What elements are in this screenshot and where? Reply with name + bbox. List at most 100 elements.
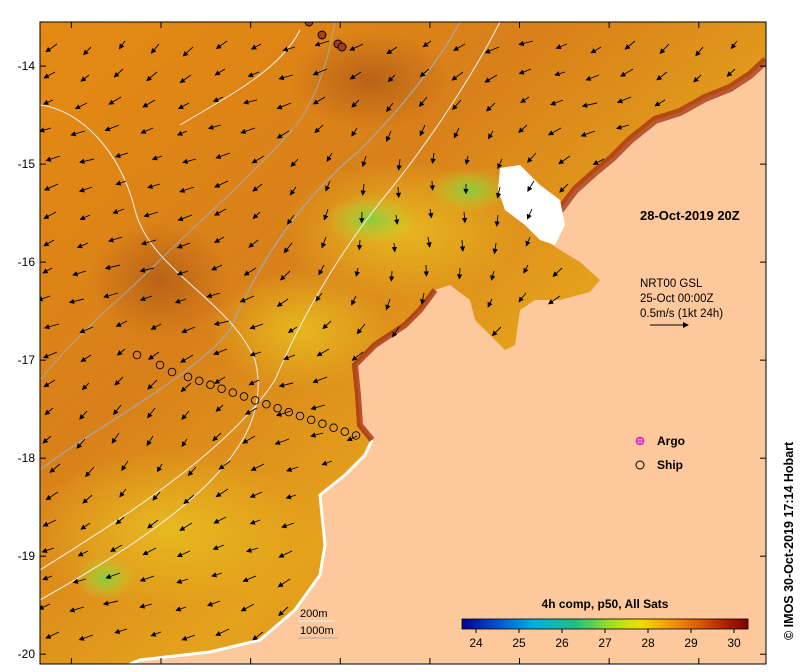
current-arrow	[286, 466, 299, 472]
current-arrow	[396, 158, 402, 171]
current-arrow	[140, 239, 157, 246]
current-arrow	[393, 214, 400, 225]
current-arrow	[459, 239, 466, 252]
credit-label: © IMOS 30-Oct-2019 17:14 Hobart	[782, 441, 796, 640]
current-arrow	[244, 407, 258, 415]
current-arrow	[547, 127, 562, 136]
current-arrow	[113, 404, 122, 416]
missing-data-patch	[498, 165, 565, 245]
current-arrow	[78, 186, 93, 193]
current-arrow	[693, 74, 702, 83]
ship-observation	[284, 407, 294, 417]
current-arrow	[139, 267, 155, 273]
current-arrow	[453, 43, 466, 51]
current-arrow	[554, 71, 566, 77]
current-arrow	[351, 127, 358, 137]
colorbar-tick-label: 25	[512, 636, 526, 650]
current-arrow	[361, 155, 367, 168]
current-arrow	[349, 71, 362, 80]
current-arrow	[177, 102, 190, 110]
current-arrow	[80, 74, 90, 82]
current-arrow	[418, 96, 428, 108]
current-arrow	[287, 326, 298, 333]
current-arrow	[250, 43, 262, 50]
current-arrow	[214, 180, 229, 188]
current-arrow	[242, 435, 256, 444]
current-arrow	[385, 130, 392, 142]
current-arrow	[356, 239, 363, 251]
current-arrow	[116, 348, 126, 356]
current-arrow	[42, 351, 58, 359]
current-arrow	[176, 242, 191, 249]
current-arrow	[428, 208, 434, 219]
current-arrow	[150, 631, 162, 637]
current-arrow	[79, 410, 88, 420]
current-arrow	[114, 376, 124, 386]
warm-core-eddy	[290, 30, 450, 130]
current-arrow	[139, 295, 153, 302]
current-arrow	[492, 242, 498, 255]
ship-observation	[206, 380, 215, 390]
current-arrow	[215, 404, 224, 412]
current-arrow	[278, 550, 293, 558]
current-arrow	[118, 40, 126, 50]
y-tick-label: -14	[18, 59, 36, 73]
current-arrow	[325, 180, 331, 192]
current-arrow	[177, 214, 193, 222]
current-arrow	[620, 68, 634, 77]
y-axis: -14 -15 -16 -17 -18 -19 -20	[18, 59, 766, 661]
isobath-1000m	[179, 29, 301, 126]
current-arrow	[81, 382, 90, 391]
ship-observation	[318, 419, 327, 429]
x-tick-label: 123	[420, 670, 440, 672]
current-arrow	[214, 68, 226, 76]
colorbar: 4h comp, p50, All Sats 24 25 26 27 28 29 30	[461, 597, 749, 650]
current-arrow	[615, 124, 630, 130]
current-arrow	[316, 348, 330, 357]
current-arrow	[104, 264, 121, 271]
cool-water-patch	[75, 556, 135, 600]
current-arrow	[211, 572, 223, 578]
current-arrow	[547, 295, 561, 305]
coastline	[129, 439, 374, 664]
nearshore-warm-band	[556, 57, 766, 213]
current-arrow	[147, 379, 158, 390]
current-arrow	[146, 435, 154, 447]
current-arrow	[590, 46, 602, 54]
current-arrow	[45, 491, 59, 501]
current-arrow	[212, 432, 222, 442]
current-arrow	[148, 351, 160, 360]
current-arrow	[40, 603, 51, 610]
ship-observation	[262, 400, 271, 409]
current-arrow	[181, 410, 190, 421]
current-arrow	[429, 180, 436, 191]
current-arrow	[252, 211, 261, 220]
colorbar-ticks: 24 25 26 27 28 29 30	[469, 629, 741, 650]
current-arrow	[44, 407, 54, 416]
current-arrow	[79, 158, 95, 164]
x-tick-label: 121	[241, 670, 261, 672]
y-tick-label: -19	[18, 549, 36, 563]
current-arrow	[77, 550, 89, 557]
current-arrow	[276, 410, 292, 417]
current-arrow	[282, 46, 296, 52]
current-arrow	[497, 158, 503, 170]
current-arrow	[174, 298, 187, 304]
current-arrow	[139, 575, 155, 582]
current-arrow	[251, 155, 265, 164]
nearshore-warm-band	[351, 288, 438, 442]
current-arrow	[49, 463, 61, 473]
ship-observation	[340, 427, 350, 436]
ship-observation	[167, 367, 177, 377]
current-arrow	[147, 407, 156, 419]
current-arrow	[43, 71, 56, 79]
ship-marker-icon	[635, 460, 645, 470]
current-arrow	[491, 326, 502, 337]
current-arrow	[386, 46, 398, 55]
current-arrow	[212, 544, 225, 551]
current-arrow	[180, 354, 194, 363]
current-arrow	[426, 236, 432, 248]
current-arrow	[152, 491, 161, 501]
current-arrow	[43, 323, 60, 330]
current-arrow	[585, 74, 600, 81]
